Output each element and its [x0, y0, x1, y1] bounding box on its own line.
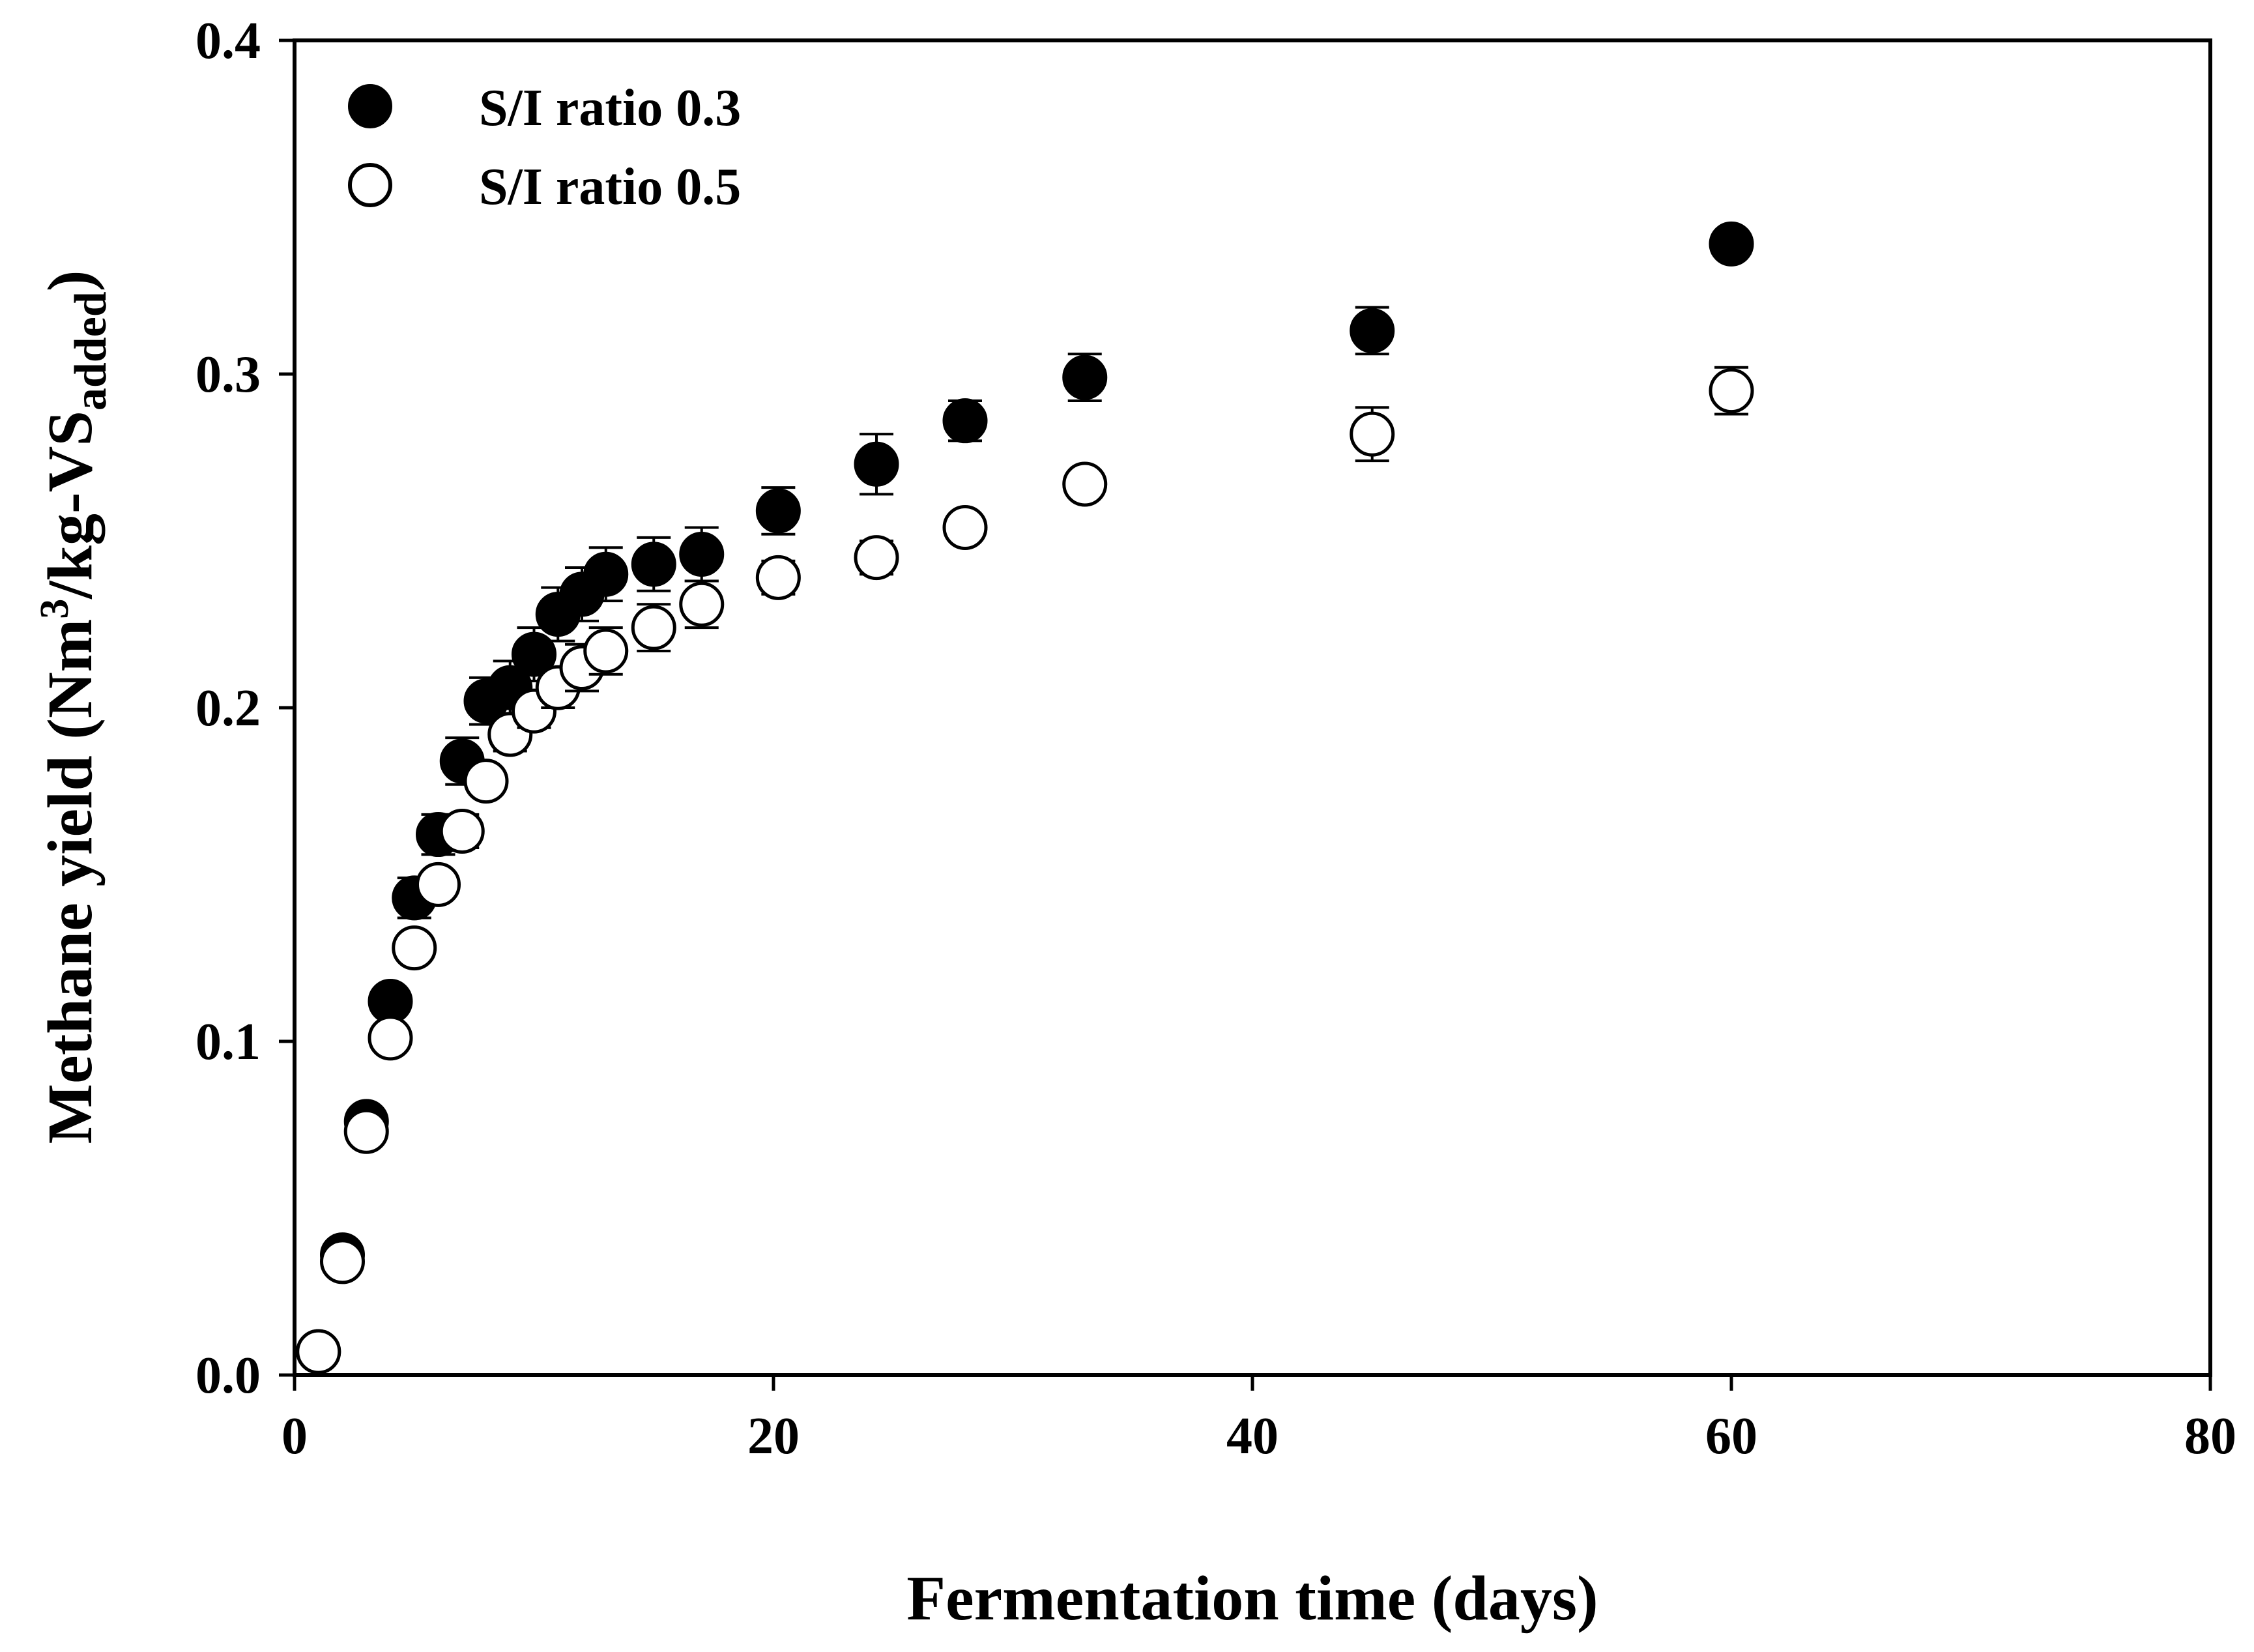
y-tick-label: 0.1: [195, 1013, 261, 1071]
y-tick-label: 0.2: [195, 680, 261, 737]
legend-marker-s-i-ratio-0-5: [348, 163, 392, 207]
data-group: [296, 221, 1754, 1374]
data-point: [631, 542, 676, 587]
y-tick-label: 0.0: [195, 1347, 261, 1404]
y-axis-title-middle: /kg-VS: [35, 411, 106, 600]
data-point: [416, 862, 461, 907]
x-axis-title: Fermentation time (days): [906, 1563, 1598, 1634]
data-point: [854, 535, 899, 581]
y-axis-title-prefix: Methane yield (Nm: [35, 619, 106, 1144]
x-tick-label: 0: [282, 1408, 308, 1465]
data-point: [320, 1239, 365, 1284]
data-point: [755, 555, 801, 600]
legend-label-s-i-ratio-0-5: S/I ratio 0.5: [479, 158, 741, 216]
legend: S/I ratio 0.3 S/I ratio 0.5: [348, 80, 741, 216]
data-point: [1709, 221, 1754, 267]
legend-label-s-i-ratio-0-3: S/I ratio 0.3: [479, 80, 741, 137]
data-point: [512, 631, 556, 677]
data-point: [583, 628, 629, 674]
y-tick-label: 0.3: [195, 346, 261, 403]
data-point: [631, 605, 676, 650]
data-point: [392, 925, 437, 971]
data-point: [463, 759, 509, 804]
data-point: [679, 581, 725, 627]
x-tick-label: 40: [1226, 1408, 1279, 1465]
data-point: [1062, 461, 1108, 507]
series-s-i-ratio-0-5: [296, 366, 1754, 1374]
y-tick-label: 0.4: [195, 12, 261, 70]
x-tick-label: 60: [1705, 1408, 1757, 1465]
data-point: [1062, 355, 1108, 400]
data-point: [368, 1015, 413, 1061]
legend-marker-s-i-ratio-0-3: [348, 84, 392, 128]
data-point: [343, 1109, 389, 1154]
data-point: [296, 1329, 341, 1374]
data-point: [942, 505, 988, 551]
data-point: [1350, 308, 1395, 353]
data-point: [583, 551, 629, 597]
y-axis-title-subscript: added: [66, 291, 116, 411]
y-axis-title-suffix: ): [35, 270, 106, 292]
series-s-i-ratio-0-3: [296, 221, 1754, 1374]
data-point: [1350, 411, 1395, 457]
data-point: [755, 488, 801, 534]
axes-group: 0 20 40 60 80 0.0 0.1 0.2 0.3 0.4: [195, 12, 2236, 1465]
data-point: [679, 531, 725, 577]
y-axis-title: Methane yield (Nm3/kg-VSadded): [33, 270, 116, 1144]
data-point: [439, 808, 485, 854]
data-point: [854, 441, 899, 487]
data-point: [942, 398, 988, 444]
y-axis-title-superscript: 3: [33, 599, 77, 619]
x-tick-label: 80: [2184, 1408, 2236, 1465]
x-tick-label: 20: [747, 1408, 800, 1465]
data-point: [1709, 368, 1754, 414]
plot-frame: [293, 38, 2212, 1377]
